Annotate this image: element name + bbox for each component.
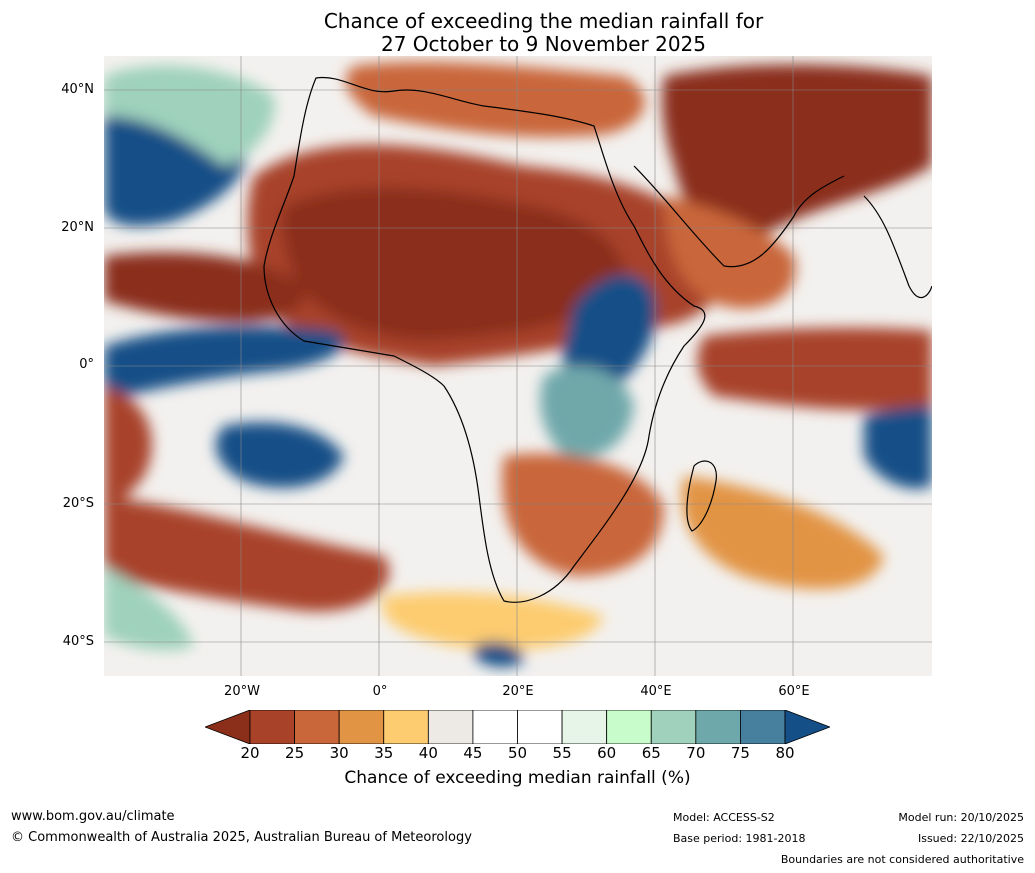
colorbar-segment bbox=[472, 710, 518, 744]
colorbar-label: Chance of exceeding median rainfall (%) bbox=[344, 768, 691, 788]
region-southern-ocean-blue bbox=[474, 641, 524, 668]
colorbar-segment bbox=[427, 710, 474, 744]
footer-website: www.bom.gov.au/climate bbox=[11, 809, 175, 824]
region-indian-ocean-below-median bbox=[697, 327, 932, 411]
region-arabia-orange bbox=[664, 196, 796, 309]
region-south-atlantic-green bbox=[104, 566, 194, 651]
lon-label-20e: 20°E bbox=[502, 684, 534, 699]
lat-label-40n: 40°N bbox=[61, 82, 94, 97]
region-middle-east-below-median bbox=[662, 64, 932, 248]
graticule bbox=[104, 56, 932, 676]
rainfall-map bbox=[104, 56, 932, 676]
colorbar-segment bbox=[695, 710, 741, 744]
colorbar-tick-label: 35 bbox=[374, 744, 394, 762]
region-equatorial-atlantic-blue bbox=[104, 326, 345, 401]
footer-issued: Issued: 22/10/2025 bbox=[917, 832, 1024, 845]
colorbar-tick-label: 80 bbox=[775, 744, 795, 762]
region-southern-ocean-yellow bbox=[382, 592, 604, 650]
colorbar-tick-label: 60 bbox=[597, 744, 617, 762]
region-south-atlantic-brown-band bbox=[104, 496, 390, 612]
colorbar bbox=[205, 710, 830, 744]
lat-label-40s: 40°S bbox=[62, 634, 94, 649]
colorbar-tick-label: 65 bbox=[641, 744, 661, 762]
lat-label-20n: 20°N bbox=[61, 220, 94, 235]
footer-disclaimer: Boundaries are not considered authoritat… bbox=[780, 853, 1024, 866]
colorbar-tick-label: 20 bbox=[240, 744, 260, 762]
colorbar-tick-label: 45 bbox=[463, 744, 483, 762]
lat-label-20s: 20°S bbox=[62, 496, 94, 511]
region-south-atlantic-west-brown bbox=[104, 386, 152, 506]
colorbar-tick-label: 50 bbox=[507, 744, 528, 762]
colorbar-segment bbox=[249, 710, 295, 744]
colorbar-extend-high bbox=[784, 710, 830, 744]
colorbar-tick-label: 30 bbox=[329, 744, 349, 762]
lon-label-20w: 20°W bbox=[224, 684, 260, 699]
footer-model-run: Model run: 20/10/2025 bbox=[898, 811, 1024, 824]
colorbar-segment bbox=[606, 710, 652, 744]
madagascar-coastline bbox=[686, 460, 717, 532]
colorbar-segment bbox=[338, 710, 385, 744]
lon-label-60e: 60°E bbox=[778, 684, 810, 699]
colorbar-segment bbox=[740, 710, 786, 744]
map-title-line1: Chance of exceeding the median rainfall … bbox=[323, 9, 764, 33]
map-title-line2: 27 October to 9 November 2025 bbox=[380, 32, 707, 56]
colorbar-segment bbox=[383, 710, 429, 744]
region-sahara-core bbox=[282, 187, 626, 341]
colorbar-segment bbox=[294, 710, 340, 744]
footer-model: Model: ACCESS-S2 bbox=[673, 811, 775, 824]
lon-label-40e: 40°E bbox=[640, 684, 672, 699]
colorbar-tick-label: 55 bbox=[552, 744, 572, 762]
colorbar-tick-label: 25 bbox=[285, 744, 305, 762]
africa-coastline bbox=[263, 76, 706, 603]
region-north-atlantic-green bbox=[104, 65, 275, 166]
colorbar-segment bbox=[561, 710, 608, 744]
lat-label-equator: 0° bbox=[79, 357, 94, 372]
footer-base-period: Base period: 1981-2018 bbox=[673, 832, 806, 845]
region-south-atlantic-blue bbox=[215, 422, 344, 488]
colorbar-tick-label: 70 bbox=[686, 744, 706, 762]
india-coastline bbox=[863, 195, 932, 299]
region-west-africa-brown bbox=[104, 252, 306, 323]
region-east-africa-teal bbox=[540, 366, 634, 459]
colorbar-segment bbox=[517, 710, 563, 744]
region-mediterranean bbox=[345, 61, 645, 137]
region-indian-ocean-blue bbox=[864, 406, 932, 489]
colorbar-segment bbox=[650, 710, 697, 744]
footer-copyright: © Commonwealth of Australia 2025, Austra… bbox=[11, 830, 472, 845]
lon-label-0: 0° bbox=[372, 684, 388, 699]
colorbar-tick-label: 40 bbox=[418, 744, 438, 762]
rainfall-map-svg bbox=[104, 56, 932, 676]
colorbar-tick-label: 75 bbox=[730, 744, 750, 762]
colorbar-extend-low bbox=[205, 710, 251, 744]
arabia-coastline bbox=[633, 165, 845, 268]
region-southern-africa-below-median bbox=[502, 453, 664, 576]
